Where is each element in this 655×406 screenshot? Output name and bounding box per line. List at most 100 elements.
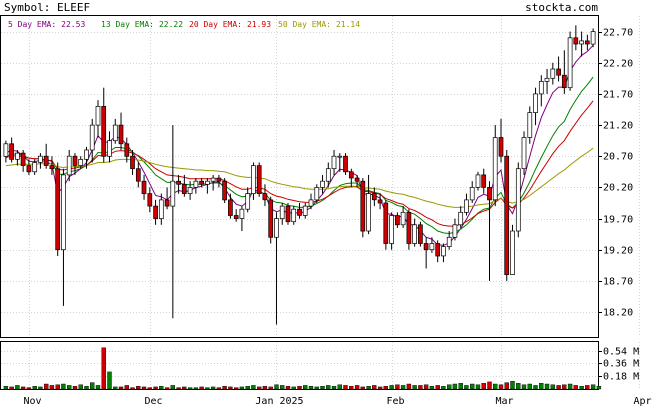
legend-ema50-label: 50 Day EMA: xyxy=(278,20,331,29)
volume-bar xyxy=(32,386,37,390)
candle-body xyxy=(371,193,377,201)
candle-body xyxy=(579,40,584,45)
brand-label: stockta.com xyxy=(525,1,598,14)
volume-bar xyxy=(590,384,596,390)
volume-bar xyxy=(395,384,400,390)
candle-body xyxy=(400,211,406,226)
candle-body xyxy=(84,149,89,160)
volume-bar xyxy=(182,386,187,390)
volume-bar xyxy=(354,385,360,390)
volume-bar xyxy=(72,386,78,390)
volume-bar xyxy=(579,386,584,390)
month-label: Apr xyxy=(633,396,651,406)
candle-body xyxy=(320,180,325,188)
volume-bar xyxy=(567,383,573,390)
candle-body xyxy=(32,162,38,173)
candle-body xyxy=(112,124,118,142)
candle-body xyxy=(89,124,95,151)
ema-legend: 5 Day EMA: 22.53 13 Day EMA: 22.22 20 Day … xyxy=(8,20,360,29)
candle-body xyxy=(515,168,521,232)
candle-body xyxy=(435,243,441,257)
volume-bar xyxy=(383,386,388,390)
candle-body xyxy=(233,215,239,219)
volume-bar xyxy=(280,385,285,390)
volume-bar xyxy=(504,382,509,390)
candle-body xyxy=(331,155,337,170)
candle-body xyxy=(314,187,320,201)
volume-bar xyxy=(562,384,567,390)
legend-ema20-label: 20 Day EMA: xyxy=(189,20,242,29)
legend-ema13-value: 22.22 xyxy=(159,20,183,29)
candle-body xyxy=(429,243,435,251)
candle-body xyxy=(584,40,590,45)
volume-bar xyxy=(84,386,89,390)
volume-bar xyxy=(447,384,452,390)
candle-body xyxy=(446,236,452,247)
price-tick-label: 18.70 xyxy=(603,277,633,288)
volume-bar xyxy=(228,386,233,390)
volume-bar xyxy=(464,385,469,390)
candle-body xyxy=(153,205,158,219)
volume-bar xyxy=(216,387,222,390)
candle-body xyxy=(366,193,371,232)
volume-bar xyxy=(205,387,210,390)
candle-body xyxy=(72,155,78,166)
volume-bar xyxy=(596,386,602,390)
candle-body xyxy=(348,171,354,179)
volume-bar xyxy=(141,386,147,390)
price-tick-label: 22.20 xyxy=(603,59,633,70)
volume-bar xyxy=(95,385,101,390)
candle-body xyxy=(43,155,49,166)
legend-ema50: 50 Day EMA: 21.14 xyxy=(278,20,360,29)
volume-bar xyxy=(199,386,204,390)
candle-body xyxy=(279,205,285,219)
price-panel-frame xyxy=(0,15,599,338)
volume-bar xyxy=(372,385,377,390)
candle-body xyxy=(245,193,251,210)
candle-body xyxy=(130,155,135,170)
candle-body xyxy=(487,187,492,201)
candle-body xyxy=(475,174,481,188)
candle-body xyxy=(124,143,130,157)
volume-bar xyxy=(20,386,26,390)
candle-body xyxy=(544,77,550,82)
candle-body xyxy=(66,155,72,176)
volume-bar xyxy=(153,386,158,390)
candle-body xyxy=(205,180,210,185)
volume-bar xyxy=(435,385,440,390)
volume-bar xyxy=(44,383,49,390)
volume-panel-frame xyxy=(0,341,599,390)
price-tick-label: 21.70 xyxy=(603,90,633,101)
candle-body xyxy=(423,243,429,251)
volume-bar xyxy=(66,385,72,390)
volume-bar xyxy=(481,383,486,390)
volume-bar xyxy=(429,386,435,390)
candle-body xyxy=(527,112,533,138)
volume-bar xyxy=(187,387,193,390)
volume-bar xyxy=(366,386,371,390)
volume-bar xyxy=(107,371,112,390)
volume-bar xyxy=(136,386,141,390)
volume-bar xyxy=(233,387,239,390)
volume-tick-label: 0.18 M xyxy=(603,372,639,383)
candle-body xyxy=(395,215,400,226)
candle-body xyxy=(61,174,66,251)
candle-body xyxy=(107,140,112,157)
candle-body xyxy=(538,81,544,95)
volume-bar xyxy=(147,387,153,390)
candle-body xyxy=(216,177,222,182)
candle-body xyxy=(118,124,124,145)
candle-body xyxy=(164,199,170,207)
volume-bar xyxy=(349,386,354,390)
volume-bar xyxy=(210,386,216,390)
candle-body xyxy=(147,193,153,207)
legend-ema5: 5 Day EMA: 22.53 xyxy=(8,20,85,29)
volume-bar xyxy=(377,386,383,390)
volume-bar xyxy=(423,384,429,390)
volume-bar xyxy=(308,386,314,390)
volume-bar xyxy=(360,386,365,390)
legend-ema20: 20 Day EMA: 21.93 xyxy=(189,20,271,29)
candle-body xyxy=(101,106,107,157)
candle-body xyxy=(297,208,302,216)
